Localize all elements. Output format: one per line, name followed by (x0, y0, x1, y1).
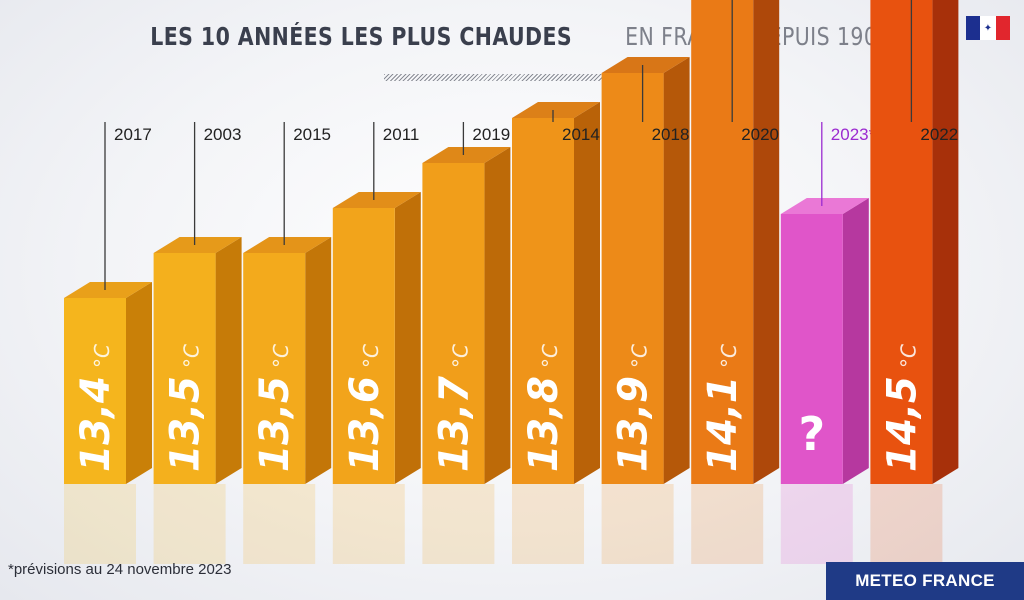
bar-reflection (691, 484, 764, 564)
bar-reflection (422, 484, 495, 564)
title-divider (384, 74, 640, 81)
title-bold: LES 10 ANNÉES LES PLUS CHAUDES (149, 22, 572, 51)
bar-side (574, 102, 600, 484)
footnote: *prévisions au 24 novembre 2023 (8, 561, 232, 578)
unit-label: °C (269, 344, 293, 368)
unit-label: °C (448, 344, 472, 368)
bar-top (64, 282, 152, 298)
unit-label: °C (90, 344, 114, 368)
year-label: 2015 (293, 125, 331, 144)
bar-top (332, 192, 421, 208)
bar-side (394, 192, 421, 484)
bar-reflection (780, 484, 853, 564)
bar (870, 0, 933, 484)
bar-side (305, 237, 332, 484)
bar (153, 253, 216, 484)
year-label: 2003 (204, 125, 242, 144)
year-label: 2014 (562, 125, 600, 144)
value-label: 13,7 (431, 376, 477, 472)
french-republic-flag-logo: ✦ (966, 16, 1010, 40)
bar-top (422, 147, 511, 163)
bar-side (215, 237, 242, 484)
bar-top (512, 102, 600, 118)
bar-reflection (870, 484, 943, 564)
bar (601, 73, 664, 484)
bar (780, 214, 843, 484)
bar-side (753, 0, 780, 484)
unit-label: °C (538, 344, 562, 368)
bar-top (153, 237, 242, 253)
unit-label: °C (359, 344, 383, 368)
year-label: 2011 (383, 125, 420, 144)
unit-label: °C (717, 344, 741, 368)
bar-side (126, 282, 152, 484)
year-label: 2018 (652, 125, 690, 144)
bar-top (601, 57, 690, 73)
year-label: 2020 (741, 125, 779, 144)
bar-reflection (601, 484, 674, 564)
bar-reflection (512, 484, 584, 564)
value-label: 14,1 (700, 376, 746, 472)
value-label: 13,6 (342, 376, 388, 472)
unit-label: °C (896, 344, 920, 368)
bar (64, 298, 126, 484)
bar-reflection (153, 484, 226, 564)
bar-side (932, 0, 959, 484)
value-label: 13,8 (521, 376, 567, 472)
value-label: 14,5 (879, 376, 925, 472)
bar (512, 118, 574, 484)
value-label: 13,5 (252, 376, 298, 472)
bar-reflection (64, 484, 136, 564)
bar-reflection (243, 484, 316, 564)
year-label: 2019 (472, 125, 510, 144)
bar (422, 163, 485, 484)
year-label: 2022 (920, 125, 958, 144)
bar-side (842, 198, 869, 484)
bar (691, 0, 754, 484)
bar-top (780, 198, 869, 214)
bar-side (484, 147, 511, 484)
meteo-france-brand: METEO FRANCE (826, 562, 1024, 600)
unit-label: °C (628, 344, 652, 368)
value-label: 13,5 (163, 376, 209, 472)
value-label: 13,4 (73, 376, 119, 472)
bar (332, 208, 395, 484)
unit-label: °C (180, 344, 204, 368)
value-label: 13,9 (611, 376, 657, 472)
bar-top (243, 237, 332, 253)
bar-side (663, 57, 690, 484)
bar-reflection (332, 484, 405, 564)
bar (243, 253, 306, 484)
year-label: 2017 (114, 125, 152, 144)
value-label: ? (798, 407, 825, 461)
year-label: 2023* (831, 125, 876, 144)
